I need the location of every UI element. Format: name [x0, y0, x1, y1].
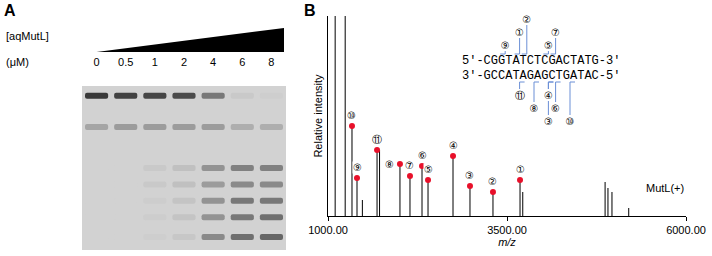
svg-text:⑥: ⑥	[418, 150, 427, 161]
svg-text:①: ①	[516, 164, 525, 175]
svg-text:④: ④	[449, 140, 458, 151]
svg-text:③: ③	[465, 170, 474, 181]
svg-text:⑪: ⑪	[372, 134, 382, 145]
svg-text:4: 4	[210, 56, 216, 68]
svg-text:(μM): (μM)	[6, 56, 29, 68]
svg-text:A: A	[4, 2, 16, 19]
svg-text:⑩: ⑩	[566, 116, 575, 127]
svg-text:3'-GCCATAGAGCTGATAC-5': 3'-GCCATAGAGCTGATAC-5'	[462, 69, 620, 83]
svg-text:⑦: ⑦	[551, 27, 560, 38]
svg-text:1000.00: 1000.00	[308, 224, 348, 236]
svg-text:⑧: ⑧	[530, 103, 539, 114]
svg-text:⑤: ⑤	[544, 40, 553, 51]
svg-text:②: ②	[488, 176, 497, 187]
svg-text:⑩: ⑩	[347, 110, 356, 121]
svg-text:⑤: ⑤	[424, 164, 433, 175]
svg-text:⑥: ⑥	[551, 103, 560, 114]
svg-text:①: ①	[515, 27, 524, 38]
svg-text:3500.00: 3500.00	[487, 224, 527, 236]
svg-text:[aqMutL]: [aqMutL]	[6, 30, 49, 42]
svg-text:m/z: m/z	[498, 236, 516, 248]
svg-text:⑦: ⑦	[405, 160, 414, 171]
svg-text:④: ④	[544, 90, 553, 101]
svg-text:2: 2	[181, 56, 187, 68]
svg-text:MutL(+): MutL(+)	[646, 182, 684, 194]
svg-text:B: B	[304, 2, 316, 19]
svg-text:6: 6	[239, 56, 245, 68]
svg-text:0.5: 0.5	[118, 56, 133, 68]
svg-text:0: 0	[94, 56, 100, 68]
svg-text:5'-CGGTATCTCGACTATG-3': 5'-CGGTATCTCGACTATG-3'	[462, 54, 620, 68]
svg-text:③: ③	[544, 116, 553, 127]
svg-text:⑪: ⑪	[515, 90, 525, 101]
svg-text:⑨: ⑨	[353, 162, 362, 173]
svg-text:6000.00: 6000.00	[666, 224, 706, 236]
svg-text:1: 1	[152, 56, 158, 68]
svg-text:⑨: ⑨	[501, 40, 510, 51]
svg-text:②: ②	[522, 14, 531, 25]
svg-text:⑧: ⑧	[385, 159, 394, 170]
svg-text:Relative intensity: Relative intensity	[312, 74, 324, 158]
svg-text:8: 8	[268, 56, 274, 68]
